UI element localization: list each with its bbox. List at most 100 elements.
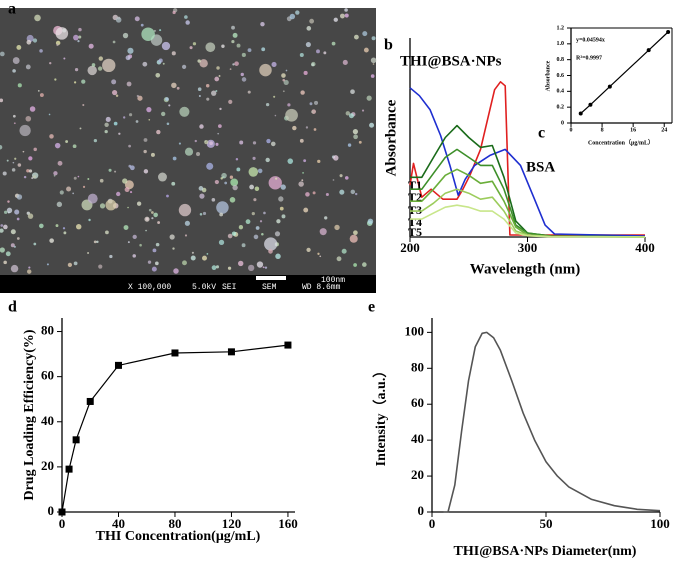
x-tick-label: 160 (278, 516, 298, 531)
y-tick-label: 80 (41, 323, 54, 338)
particle (331, 41, 336, 46)
particle (12, 161, 15, 164)
y-tick-label: 0.6 (557, 73, 565, 79)
particle (16, 194, 23, 200)
particle (127, 47, 134, 54)
particle (113, 121, 118, 126)
series-line (61, 344, 288, 513)
particle (153, 29, 156, 32)
particle (72, 144, 77, 149)
particle (88, 43, 94, 49)
panel-label: c (538, 125, 545, 142)
marker (114, 361, 122, 369)
particle (54, 78, 57, 81)
x-tick-label: 400 (635, 240, 655, 255)
particle (231, 39, 235, 44)
particle (135, 120, 139, 123)
particle (26, 169, 30, 173)
particle (33, 147, 37, 152)
marker (666, 29, 671, 34)
particle (166, 122, 170, 126)
particle (197, 59, 201, 63)
particle (215, 142, 219, 146)
particle (268, 176, 282, 190)
particle (165, 97, 169, 101)
particle (218, 124, 222, 128)
particle (115, 94, 119, 98)
particle (124, 187, 130, 193)
annotation: y=0.04594x (576, 37, 605, 43)
particle (204, 140, 209, 145)
particle (91, 63, 96, 67)
particle (344, 8, 348, 12)
particle (2, 171, 7, 176)
particle (73, 261, 78, 266)
particle (22, 150, 25, 153)
particle (127, 206, 129, 209)
y-tick-label: 60 (41, 368, 54, 383)
particle (112, 40, 116, 44)
particle (205, 42, 216, 53)
particle (253, 234, 259, 240)
particle (105, 116, 111, 123)
particle (299, 53, 304, 58)
particle (99, 178, 104, 183)
particle (73, 81, 77, 84)
particle (182, 260, 187, 266)
particle (137, 95, 143, 101)
sem-info: SEM (262, 283, 277, 292)
particle (0, 224, 4, 227)
particle (314, 100, 319, 105)
particle (28, 266, 31, 269)
particle (228, 99, 233, 104)
particle (17, 83, 22, 88)
series-label: BSA (526, 159, 555, 175)
particle (332, 179, 335, 181)
particle (81, 79, 86, 84)
particle (124, 180, 134, 190)
particle (27, 269, 32, 274)
particle (136, 201, 142, 206)
particle (159, 29, 162, 32)
particle (16, 217, 20, 221)
particle (12, 57, 20, 64)
particle (366, 95, 372, 101)
particle (319, 255, 322, 258)
particle (118, 132, 121, 135)
x-axis-label: Wavelength (nm) (470, 261, 580, 277)
particle (305, 126, 309, 129)
annotation: R²=0.9997 (576, 55, 602, 61)
marker (646, 48, 651, 53)
particle (155, 261, 159, 266)
particle (215, 89, 218, 92)
particle (306, 26, 312, 31)
particle (39, 223, 44, 229)
particle (236, 43, 241, 48)
particle (99, 203, 106, 209)
y-axis-label: Absorbance (545, 60, 551, 91)
particle (0, 247, 5, 253)
particle (171, 82, 177, 89)
particle (319, 228, 327, 236)
particle (271, 61, 277, 68)
particle (349, 234, 358, 243)
particle (311, 63, 315, 67)
marker (72, 436, 80, 444)
y-tick-label: 40 (41, 413, 54, 428)
particle (220, 177, 223, 180)
particle (87, 193, 98, 204)
particle (162, 62, 165, 65)
particle (98, 56, 103, 61)
x-tick-label: 80 (168, 516, 181, 531)
particle (241, 52, 246, 58)
particle (279, 206, 284, 211)
particle (4, 210, 8, 214)
particle (361, 109, 365, 112)
particle (171, 181, 176, 186)
marker (171, 349, 179, 357)
particle (29, 106, 36, 112)
particle (292, 125, 297, 131)
particle (348, 113, 354, 119)
particle (214, 179, 219, 185)
